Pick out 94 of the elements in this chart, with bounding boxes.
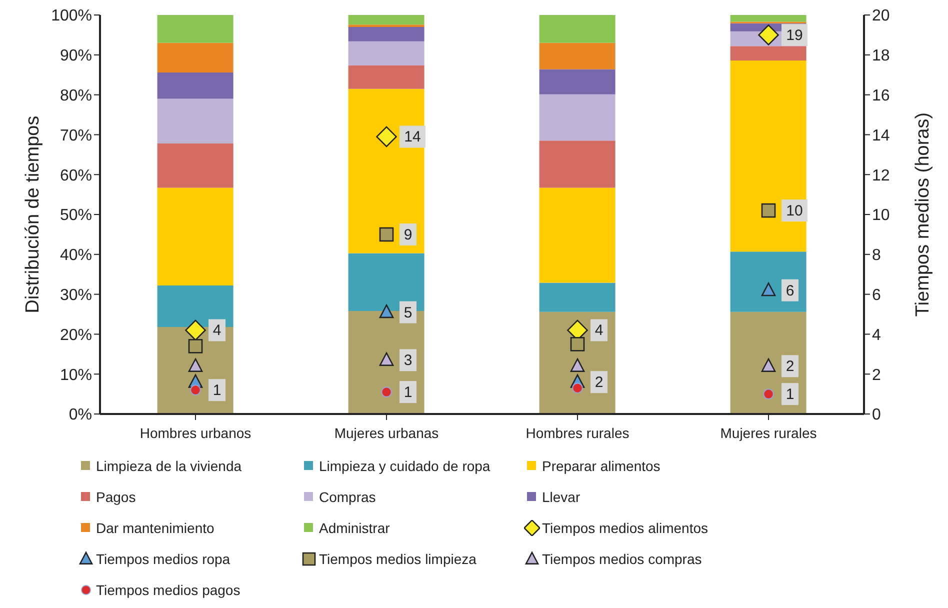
legend-label: Limpieza y cuidado de ropa	[319, 458, 490, 474]
bar	[348, 41, 424, 66]
point	[379, 304, 394, 318]
point	[761, 203, 776, 218]
legend-label: Limpieza de la vivienda	[96, 458, 242, 474]
bar	[539, 188, 616, 283]
x-tick-label: Mujeres urbanas	[334, 424, 439, 441]
data-label: 5	[404, 304, 412, 322]
bar	[348, 88, 424, 254]
bar	[157, 188, 234, 286]
x-tick-label: Mujeres rurales	[720, 424, 817, 441]
data-label: 4	[212, 322, 222, 340]
y-tick-label: 70%	[60, 127, 92, 144]
legend-label: Compras	[319, 488, 376, 504]
data-label: 2	[594, 374, 604, 392]
y-tick-label: 30%	[60, 286, 92, 304]
point	[190, 384, 201, 396]
data-label: 19	[786, 26, 803, 44]
y2-axis-title: Tiempos medios (horas)	[912, 112, 934, 317]
y2-tick-label: 0	[872, 406, 881, 424]
y-tick-label: 40%	[60, 247, 92, 264]
x-tick-label: Hombres urbanos	[140, 424, 252, 441]
bar	[539, 15, 616, 43]
legend-label: Tiempos medios limpieza	[319, 550, 476, 566]
legend-label: Dar mantenimiento	[96, 520, 214, 536]
y-tick-label: 80%	[60, 87, 92, 104]
point	[188, 339, 203, 354]
point	[376, 126, 397, 148]
point	[570, 337, 585, 352]
data-label: 6	[786, 282, 794, 300]
legend-label: Tiempos medios alimentos	[542, 520, 708, 536]
bar	[539, 69, 616, 94]
y-tick-label: 100%	[51, 8, 92, 25]
point	[758, 24, 779, 46]
y2-tick-label: 20	[872, 8, 890, 25]
data-label: 3	[404, 352, 412, 370]
legend-label: Tiempos medios ropa	[96, 550, 230, 566]
data-label: 1	[212, 382, 222, 400]
bar	[157, 15, 234, 43]
y2-tick-label: 2	[872, 366, 881, 384]
y2-tick-label: 14	[872, 127, 890, 144]
y-tick-label: 50%	[60, 207, 92, 224]
bar	[157, 72, 234, 99]
bar	[348, 15, 424, 25]
bar	[539, 282, 616, 312]
point	[379, 352, 394, 366]
point	[763, 388, 774, 400]
point	[761, 358, 776, 372]
point	[761, 282, 776, 296]
legend-label: Llevar	[542, 488, 580, 504]
data-label: 14	[404, 128, 421, 146]
y2-tick-label: 12	[872, 167, 890, 184]
point	[185, 320, 206, 341]
bar	[730, 15, 806, 22]
legend-label: Pagos	[96, 488, 136, 504]
legend-label: Tiempos medios compras	[542, 550, 702, 566]
data-label: 9	[404, 226, 412, 244]
point	[570, 358, 585, 372]
y2-tick-label: 8	[872, 247, 881, 264]
bar	[348, 65, 424, 89]
bar	[157, 143, 234, 188]
point	[381, 386, 392, 398]
data-label: 4	[594, 322, 604, 340]
y-tick-label: 20%	[60, 326, 92, 344]
bar	[539, 140, 616, 188]
y-axis-title: Distribución de tiempos	[22, 116, 44, 314]
y2-tick-label: 18	[872, 48, 890, 65]
bar	[730, 46, 806, 60]
y-tick-label: 10%	[60, 366, 92, 384]
y-tick-label: 0%	[68, 406, 92, 424]
bar	[730, 60, 806, 252]
bar	[157, 42, 234, 72]
point	[188, 358, 203, 372]
data-label: 10	[786, 202, 803, 220]
legend-label: Tiempos medios pagos	[96, 582, 240, 598]
bar	[730, 252, 806, 312]
y2-tick-label: 10	[872, 207, 890, 224]
legend-label: Administrar	[319, 520, 390, 536]
data-label: 1	[786, 386, 794, 404]
y-tick-label: 60%	[60, 167, 92, 184]
data-label: 1	[404, 384, 412, 402]
data-label: 2	[786, 358, 794, 376]
bar	[539, 42, 616, 70]
bar	[157, 98, 234, 144]
y2-tick-label: 6	[872, 286, 881, 304]
y-tick-label: 90%	[60, 48, 92, 65]
y2-tick-label: 16	[872, 87, 890, 104]
bar	[539, 94, 616, 141]
legend-label: Preparar alimentos	[542, 458, 660, 474]
point	[379, 227, 394, 242]
x-tick-label: Hombres rurales	[526, 424, 630, 441]
y2-tick-label: 4	[872, 326, 881, 344]
point	[572, 382, 583, 394]
bar	[348, 26, 424, 42]
